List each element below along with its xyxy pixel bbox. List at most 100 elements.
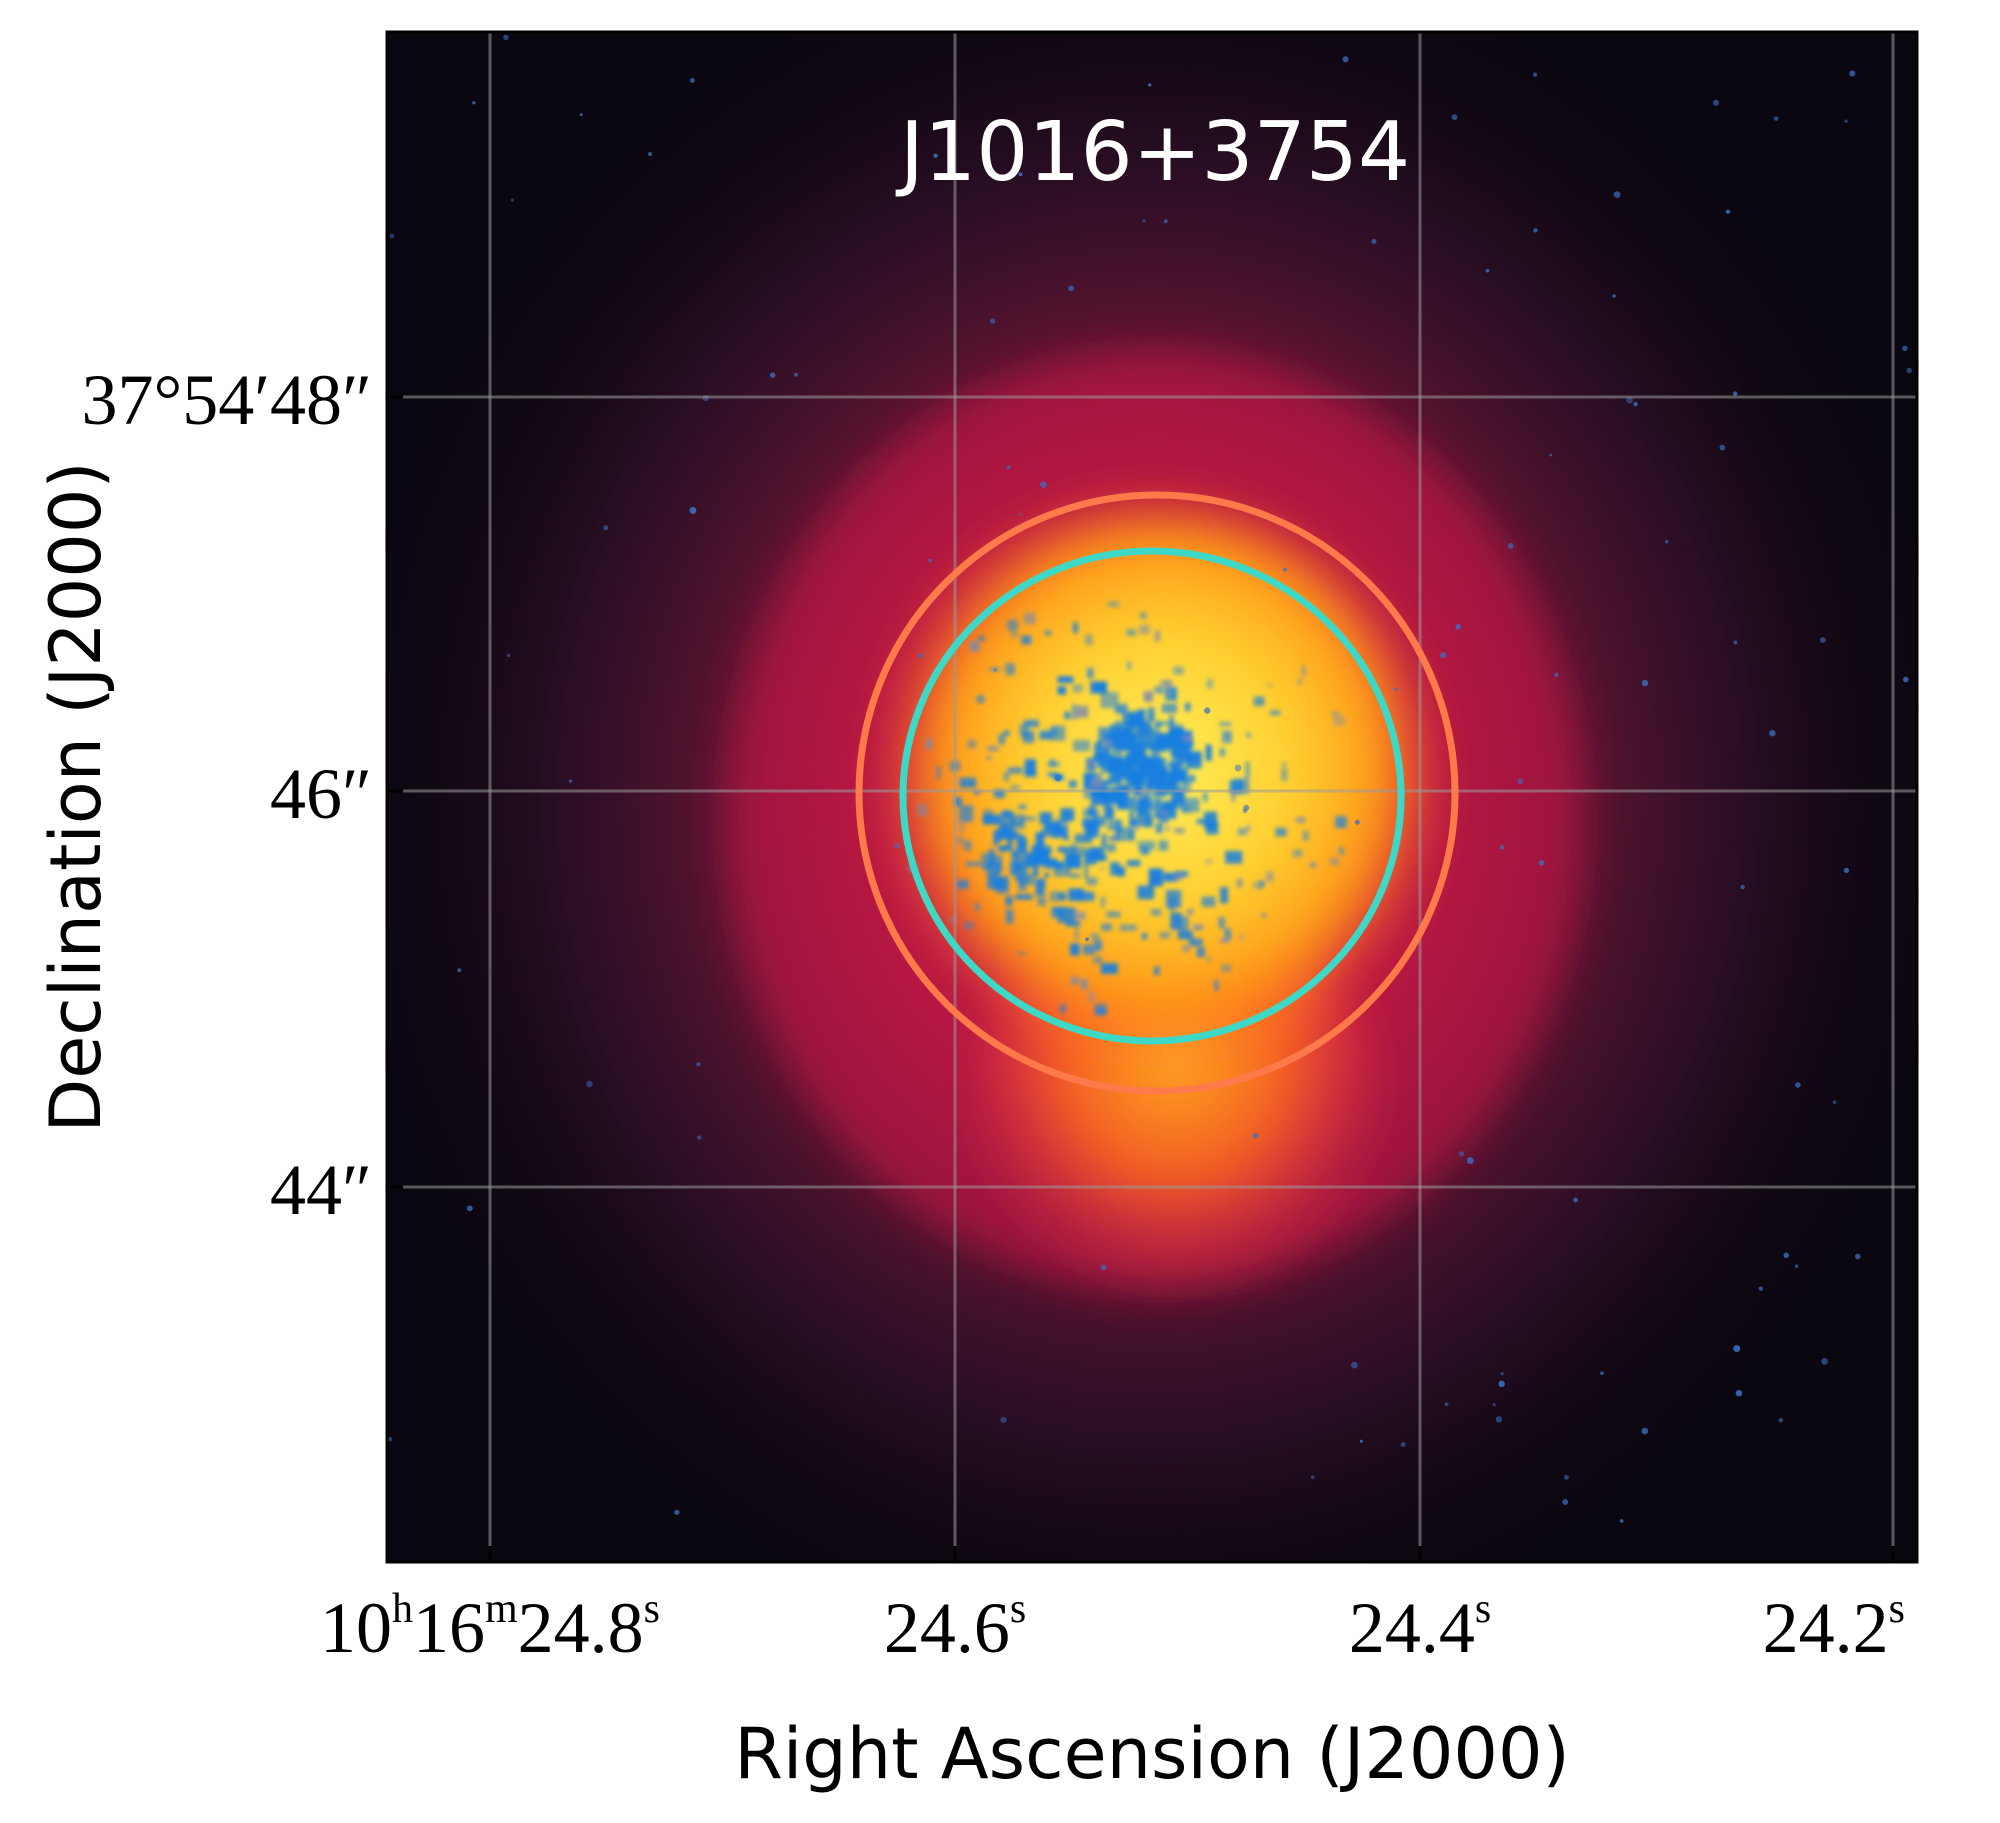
blue-knot [1124, 720, 1130, 730]
blue-knot [1107, 820, 1120, 831]
blue-knot [1137, 763, 1148, 771]
background-star [1719, 444, 1726, 451]
blue-knot [1253, 696, 1265, 706]
blue-knot [959, 777, 977, 788]
blue-knot [1218, 917, 1225, 929]
blue-knot [964, 922, 974, 929]
blue-knot [1093, 754, 1100, 762]
dec-tick-label-46: 46″ [270, 754, 372, 834]
blue-knot [1091, 778, 1102, 789]
blue-knot [1082, 944, 1096, 955]
blue-knot [1021, 635, 1032, 645]
blue-knot [1168, 770, 1179, 788]
blue-knot [1001, 810, 1013, 817]
blue-knot [1041, 828, 1054, 837]
blue-knot [1253, 881, 1263, 890]
blue-knot [1094, 940, 1103, 951]
blue-knot [1044, 873, 1050, 878]
blue-knot [1075, 911, 1086, 920]
background-star [1148, 83, 1152, 87]
blue-knot [1024, 612, 1036, 625]
blue-knot [1102, 809, 1110, 817]
blue-knot [1072, 684, 1083, 693]
blue-knot [1168, 807, 1176, 819]
blue-knot [1052, 826, 1068, 838]
background-star [1733, 640, 1738, 645]
blue-knot [1137, 796, 1154, 808]
blue-knot [1072, 846, 1087, 856]
blue-knot [1083, 819, 1096, 827]
blue-knot [1339, 847, 1344, 855]
background-star [1000, 1416, 1007, 1424]
background-star [603, 525, 609, 531]
blue-knot [1005, 909, 1014, 924]
blue-knot [1012, 860, 1028, 876]
background-star [1733, 1345, 1741, 1353]
background-star [1735, 1389, 1743, 1397]
background-star [388, 1437, 393, 1442]
background-star [1498, 1380, 1505, 1388]
blue-knot [1231, 793, 1236, 802]
blue-knot [1105, 843, 1116, 853]
blue-knot [1039, 812, 1053, 825]
blue-knot [1188, 938, 1203, 947]
blue-knot [1084, 862, 1089, 879]
background-star [1100, 1264, 1107, 1271]
blue-knot [1143, 755, 1162, 766]
blue-knot [1094, 1002, 1107, 1007]
blue-knot [1170, 686, 1177, 701]
blue-knot [1153, 966, 1160, 976]
blue-knot [1303, 830, 1309, 841]
ra-tick-label-24.4: 24.4s [1349, 1586, 1491, 1668]
background-star [1626, 396, 1633, 404]
blue-knot [1147, 707, 1155, 721]
background-star [1018, 513, 1022, 517]
blue-knot [1224, 928, 1232, 940]
blue-knot [1126, 860, 1141, 867]
blue-knot [1221, 964, 1232, 972]
background-star [1794, 1264, 1799, 1269]
blue-knot [1114, 734, 1120, 752]
blue-knot [1117, 703, 1128, 709]
blue-knot [1265, 871, 1274, 883]
blue-knot [1044, 630, 1052, 636]
blue-knot [1237, 828, 1248, 836]
background-star [1563, 1474, 1569, 1480]
blue-knot [983, 809, 993, 818]
blue-knot [1153, 721, 1161, 728]
blue-knot [1020, 837, 1027, 854]
blue-knot [987, 871, 1000, 889]
background-star [506, 653, 511, 658]
blue-knot [948, 917, 957, 923]
coordinate-grid [387, 32, 1917, 1562]
blue-knot [1004, 730, 1010, 736]
blue-knot [1137, 709, 1146, 727]
blue-knot [1205, 744, 1212, 761]
blue-knot [1053, 861, 1071, 877]
dec-tick-label-48: 37°54′48″ [81, 360, 372, 440]
blue-knot [1050, 726, 1059, 737]
blue-knot [1005, 896, 1013, 906]
blue-knot [978, 636, 985, 641]
background-star [389, 233, 395, 239]
background-star [1902, 676, 1909, 683]
background-star [689, 77, 695, 83]
blue-knot [1076, 705, 1089, 718]
blue-knot [1169, 897, 1176, 912]
blue-knot [1129, 819, 1137, 827]
blue-knot [1039, 730, 1053, 740]
background-star [674, 1509, 680, 1515]
blue-knot [987, 755, 991, 760]
blue-knot [1074, 833, 1093, 844]
background-star [1500, 1372, 1504, 1376]
background-star [1400, 1442, 1406, 1448]
blue-knot [1107, 602, 1120, 607]
blue-knot [1116, 866, 1125, 877]
background-star [769, 372, 776, 378]
blue-knot [1071, 854, 1079, 866]
blue-knot [1302, 665, 1306, 677]
image-panel: J1016+3754 [387, 32, 1917, 1562]
blue-knot [1169, 730, 1182, 736]
blue-knot [1178, 791, 1185, 809]
blue-knot [1159, 932, 1170, 939]
